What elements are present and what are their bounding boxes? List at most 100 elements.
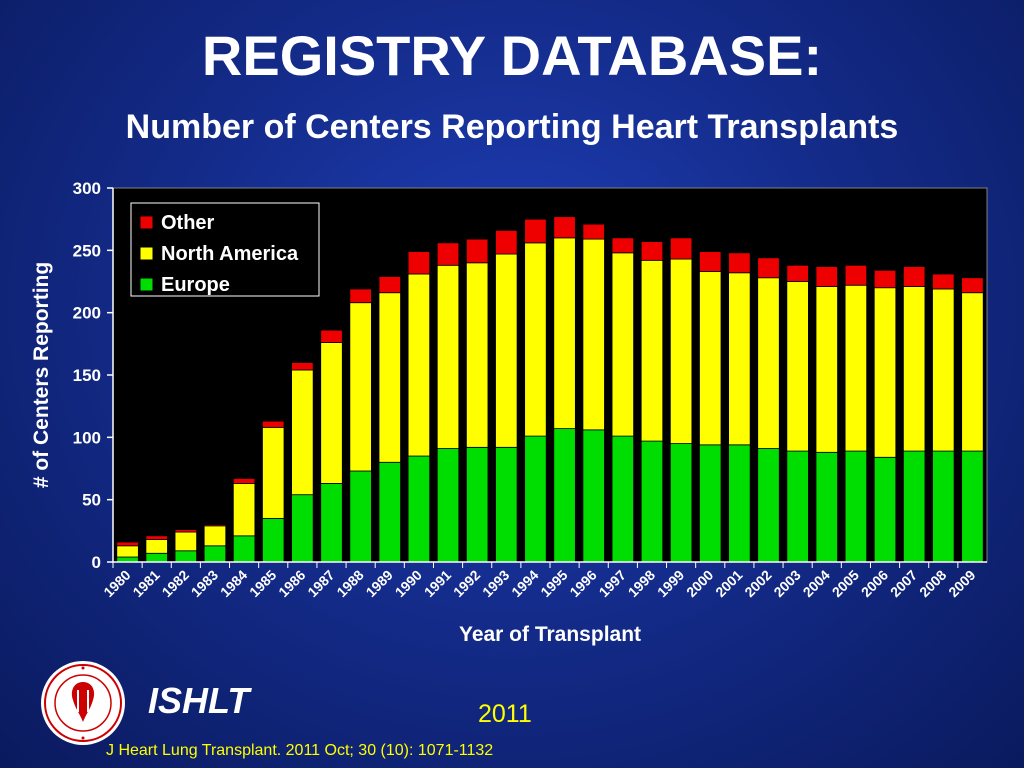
bar-north-america-1995 xyxy=(553,237,576,430)
bar-north-america-1983 xyxy=(203,525,227,547)
bar-europe-1984 xyxy=(232,535,256,563)
bar-europe-2000 xyxy=(699,444,722,563)
bar-other-2002 xyxy=(757,257,780,279)
bar-europe-1993 xyxy=(495,446,518,563)
x-tick-label-1987: 1987 xyxy=(304,567,337,600)
bar-europe-1982 xyxy=(174,550,198,563)
y-tick-label-50: 50 xyxy=(82,491,101,510)
x-tick-label-2009: 2009 xyxy=(945,567,978,600)
bar-other-1980 xyxy=(116,541,139,547)
y-tick-label-250: 250 xyxy=(73,241,101,260)
bar-north-america-1984 xyxy=(232,483,256,537)
x-tick-label-1986: 1986 xyxy=(275,567,308,600)
bar-other-2006 xyxy=(873,269,897,289)
bar-europe-1995 xyxy=(553,428,576,563)
bar-other-2001 xyxy=(728,252,751,274)
bar-europe-1986 xyxy=(291,494,314,563)
bar-europe-1981 xyxy=(145,552,168,563)
x-tick-label-2002: 2002 xyxy=(741,567,774,600)
x-tick-label-2004: 2004 xyxy=(800,567,833,600)
bar-other-1995 xyxy=(553,216,576,239)
x-tick-label-2000: 2000 xyxy=(683,567,716,600)
legend-label-other: Other xyxy=(161,212,215,234)
legend: Other North America Europe xyxy=(130,202,320,297)
x-axis: 1980198119821983198419851986198719881989… xyxy=(100,561,987,600)
bar-europe-1987 xyxy=(320,483,343,563)
bar-north-america-2001 xyxy=(728,272,751,446)
bar-north-america-1989 xyxy=(378,292,401,463)
bar-north-america-1996 xyxy=(582,238,605,431)
bar-north-america-1993 xyxy=(495,253,518,448)
bar-north-america-1994 xyxy=(524,242,547,437)
y-axis: 0 50 100 150 200 250 300 xyxy=(73,179,114,572)
legend-label-north-america: North America xyxy=(161,243,299,265)
bar-other-2008 xyxy=(932,273,955,290)
bar-europe-2001 xyxy=(728,444,751,563)
bar-other-1996 xyxy=(582,223,605,240)
bar-europe-2005 xyxy=(844,450,868,563)
x-tick-label-1985: 1985 xyxy=(246,567,279,600)
bar-north-america-1988 xyxy=(349,302,372,472)
bar-europe-1985 xyxy=(262,517,285,563)
bar-other-1982 xyxy=(174,529,198,533)
bar-europe-1983 xyxy=(203,545,227,563)
bar-north-america-2009 xyxy=(961,292,984,452)
bar-north-america-1997 xyxy=(611,252,635,437)
x-tick-label-1993: 1993 xyxy=(479,567,512,600)
bar-other-1991 xyxy=(436,242,460,266)
x-tick-label-2007: 2007 xyxy=(887,567,920,600)
x-tick-label-1996: 1996 xyxy=(566,567,599,600)
x-tick-label-1998: 1998 xyxy=(625,567,658,600)
bar-other-1998 xyxy=(640,241,664,261)
x-tick-label-2006: 2006 xyxy=(858,567,891,600)
bar-north-america-2000 xyxy=(699,271,722,446)
bar-other-1997 xyxy=(611,237,635,254)
x-tick-label-1988: 1988 xyxy=(333,567,366,600)
x-tick-label-1997: 1997 xyxy=(596,567,629,600)
x-tick-label-1999: 1999 xyxy=(654,567,687,600)
bar-north-america-1992 xyxy=(465,262,489,448)
bar-north-america-1981 xyxy=(145,539,168,554)
legend-label-europe: Europe xyxy=(161,274,230,296)
x-tick-label-2008: 2008 xyxy=(916,567,949,600)
x-tick-label-1995: 1995 xyxy=(537,567,570,600)
bar-north-america-1990 xyxy=(407,273,431,457)
bar-europe-1999 xyxy=(669,443,693,563)
bar-north-america-2003 xyxy=(786,281,809,452)
bar-other-1986 xyxy=(291,362,314,371)
y-axis-label: # of Centers Reporting xyxy=(30,262,53,488)
page-subtitle: Number of Centers Reporting Heart Transp… xyxy=(125,108,899,146)
bar-north-america-1986 xyxy=(291,369,314,496)
x-tick-label-1991: 1991 xyxy=(421,567,454,600)
bar-north-america-2004 xyxy=(815,286,838,453)
bar-north-america-1987 xyxy=(320,342,343,484)
bar-north-america-2005 xyxy=(844,284,868,452)
bar-europe-2008 xyxy=(932,450,955,563)
bar-other-1989 xyxy=(378,276,401,294)
x-tick-label-1984: 1984 xyxy=(217,567,250,600)
page-title: REGISTRY DATABASE: xyxy=(201,24,823,87)
x-axis-label: Year of Transplant xyxy=(459,623,641,646)
x-tick-label-2003: 2003 xyxy=(770,567,803,600)
x-tick-label-1994: 1994 xyxy=(508,567,541,600)
ishlt-logo xyxy=(41,661,125,745)
bar-europe-1994 xyxy=(524,435,547,563)
bar-europe-1998 xyxy=(640,440,664,563)
y-tick-label-0: 0 xyxy=(92,553,101,572)
bar-europe-1988 xyxy=(349,470,372,563)
bar-north-america-1980 xyxy=(116,545,139,558)
legend-swatch-north-america xyxy=(139,246,154,261)
x-tick-label-1983: 1983 xyxy=(188,567,221,600)
x-tick-label-1980: 1980 xyxy=(100,567,133,600)
citation: J Heart Lung Transplant. 2011 Oct; 30 (1… xyxy=(106,742,494,759)
bar-other-1994 xyxy=(524,218,547,244)
x-tick-label-1982: 1982 xyxy=(159,567,192,600)
bar-other-2003 xyxy=(786,264,809,282)
bar-north-america-2006 xyxy=(873,287,897,458)
bar-europe-2002 xyxy=(757,448,780,563)
bar-europe-1997 xyxy=(611,435,635,563)
x-tick-label-1989: 1989 xyxy=(363,567,396,600)
organization-name: ISHLT xyxy=(148,680,250,721)
bar-north-america-1991 xyxy=(436,264,460,449)
